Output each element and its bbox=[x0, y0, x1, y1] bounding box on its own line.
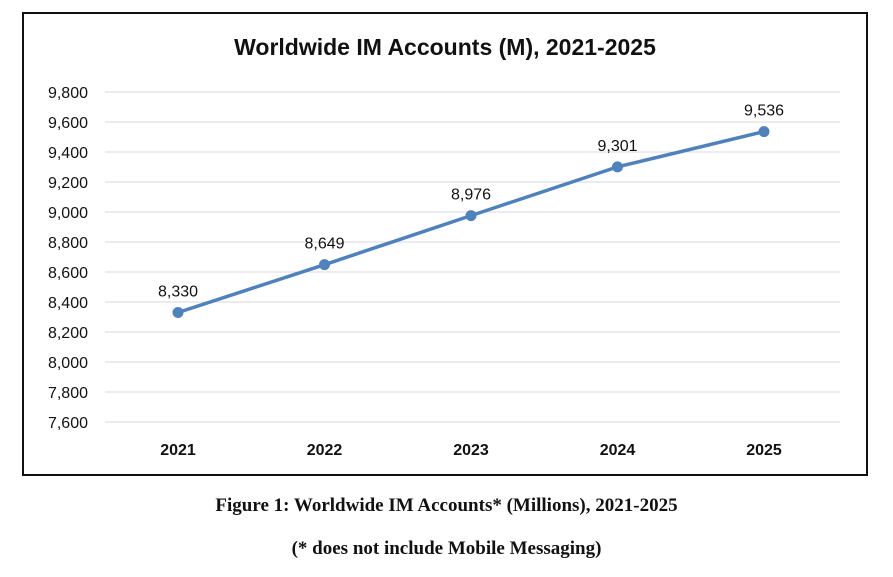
y-tick-label: 8,000 bbox=[48, 355, 88, 372]
x-tick-label: 2022 bbox=[307, 442, 343, 459]
x-tick-label: 2021 bbox=[160, 442, 196, 459]
x-tick-label: 2023 bbox=[453, 442, 489, 459]
data-label: 8,330 bbox=[158, 284, 198, 301]
y-tick-label: 8,600 bbox=[48, 265, 88, 282]
data-label: 8,976 bbox=[451, 187, 491, 204]
y-tick-label: 7,600 bbox=[48, 415, 88, 432]
chart-frame: Worldwide IM Accounts (M), 2021-2025 bbox=[22, 12, 868, 476]
data-point bbox=[319, 259, 330, 271]
figure-caption: Figure 1: Worldwide IM Accounts* (Millio… bbox=[215, 495, 678, 516]
y-tick-label: 9,400 bbox=[48, 145, 88, 162]
chart-title: Worldwide IM Accounts (M), 2021-2025 bbox=[234, 34, 656, 60]
series-group bbox=[172, 126, 770, 318]
x-tick-label: 2024 bbox=[600, 442, 636, 459]
x-tick-label: 2025 bbox=[746, 442, 782, 459]
series-line bbox=[177, 129, 765, 315]
y-tick-label: 9,600 bbox=[48, 115, 88, 132]
y-tick-label: 9,000 bbox=[48, 205, 88, 222]
data-point bbox=[465, 210, 477, 222]
data-label: 8,649 bbox=[304, 236, 344, 253]
data-label: 9,536 bbox=[744, 103, 784, 120]
figure-caption-note: (* does not include Mobile Messaging) bbox=[291, 538, 602, 559]
data-label: 9,301 bbox=[597, 138, 637, 155]
y-tick-label: 8,200 bbox=[48, 325, 88, 342]
data-point bbox=[758, 126, 770, 138]
data-point bbox=[172, 307, 184, 318]
y-tick-label: 8,800 bbox=[48, 235, 88, 252]
x-axis-ticks: 2021 2022 2023 2024 2025 bbox=[160, 442, 782, 459]
y-axis-ticks: 7,600 7,800 8,000 8,200 8,400 8,600 8,800 9,000… bbox=[48, 85, 88, 432]
y-tick-label: 9,800 bbox=[48, 85, 88, 102]
gridlines bbox=[105, 91, 840, 423]
y-tick-label: 9,200 bbox=[48, 175, 88, 192]
y-tick-label: 8,400 bbox=[48, 295, 88, 312]
data-point bbox=[612, 161, 623, 173]
y-tick-label: 7,800 bbox=[48, 385, 88, 402]
data-labels: 8,330 8,649 8,976 9,301 9,536 bbox=[158, 103, 784, 301]
